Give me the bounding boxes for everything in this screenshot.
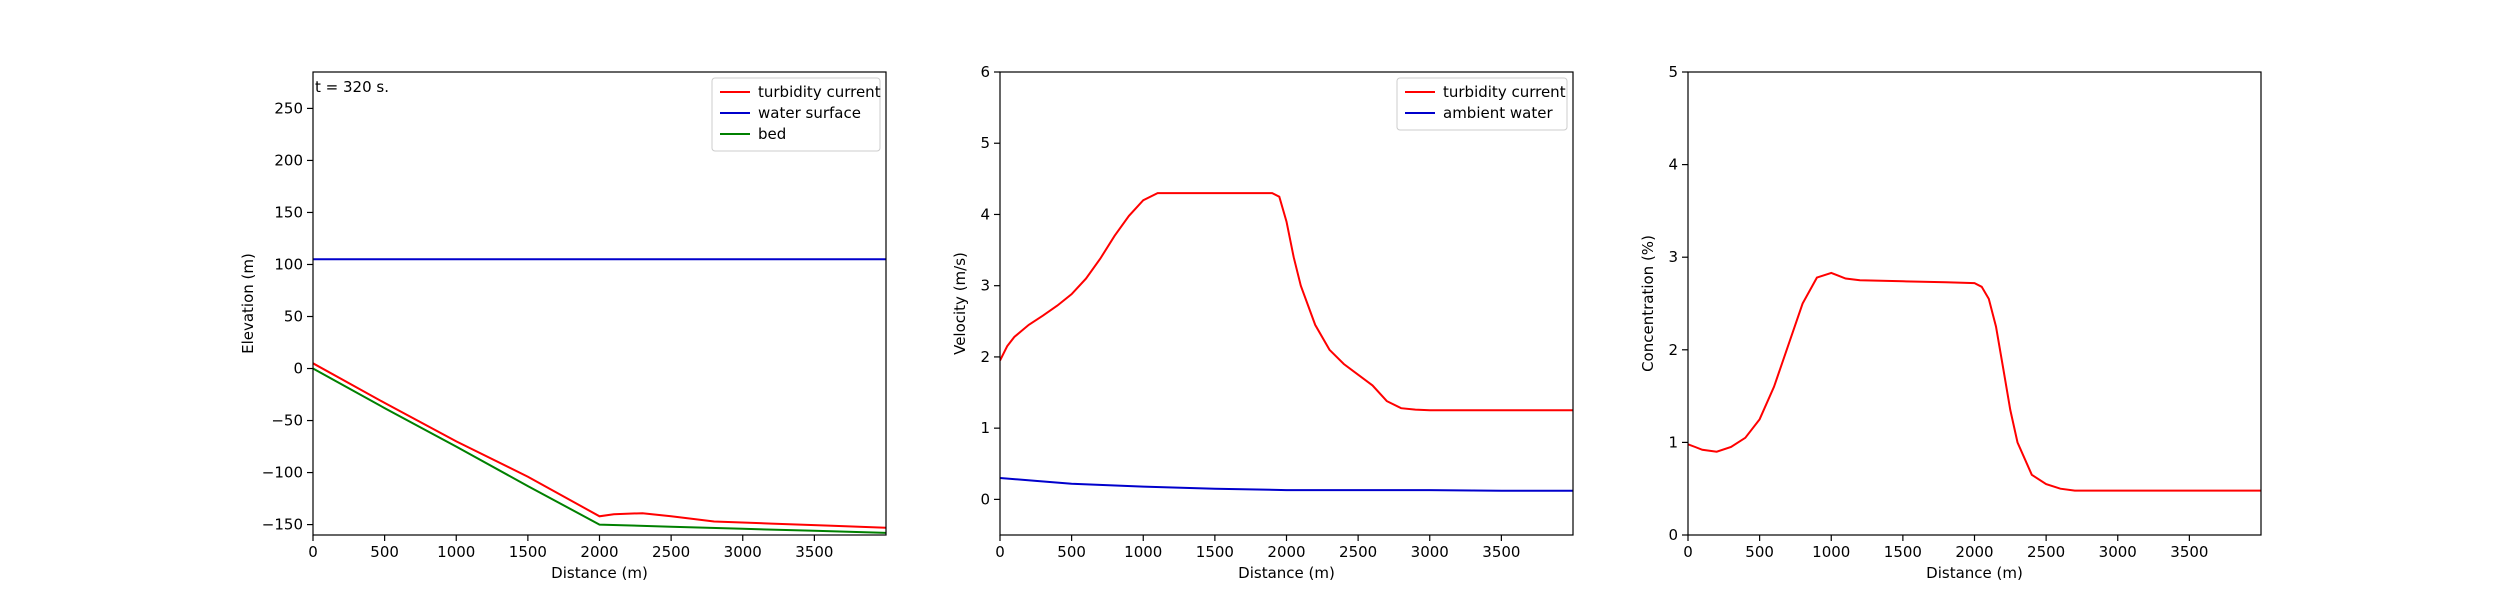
x-tick-label: 500 [1057, 543, 1086, 561]
x-tick-label: 1500 [1196, 543, 1234, 561]
legend-box [1396, 77, 1568, 131]
legend-label: turbidity current [758, 83, 881, 101]
y-tick-label: −150 [262, 516, 303, 534]
series-line-turbidity-current [1000, 192, 1573, 412]
y-tick-label: 6 [980, 63, 990, 81]
x-tick-label: 0 [308, 543, 318, 561]
x-tick-label: 1000 [1812, 543, 1850, 561]
y-tick-label: 3 [1668, 248, 1678, 266]
y-tick-label: 2 [980, 348, 990, 366]
y-tick-label: 50 [284, 308, 303, 326]
legend: turbidity current ambient water [1396, 77, 1568, 131]
x-tick-label: 1000 [437, 543, 475, 561]
legend-label: bed [758, 125, 786, 143]
time-annotation: t = 320 s. [315, 78, 389, 96]
x-tick-label: 500 [370, 543, 399, 561]
legend-label: turbidity current [1443, 83, 1566, 101]
x-tick-label: 3000 [1411, 543, 1449, 561]
x-tick-label: 2500 [2027, 543, 2065, 561]
x-tick-label: 3000 [724, 543, 762, 561]
series-group [1000, 192, 1573, 492]
y-tick-label: 5 [1668, 63, 1678, 81]
y-tick-label: 0 [980, 490, 990, 508]
y-axis-label: Velocity (m/s) [951, 252, 969, 355]
series-line-bed [313, 367, 886, 534]
chart-panel-2: 0 500 1000 1500 2000 2500 3000 3500 0 1 2 3 4 5 6 Dista… [951, 63, 1574, 582]
x-tick-label: 3500 [795, 543, 833, 561]
x-axis-label: Distance (m) [551, 564, 648, 582]
y-tick-label: 250 [274, 99, 303, 117]
y-tick-label: 2 [1668, 341, 1678, 359]
x-tick-label: 2500 [1339, 543, 1377, 561]
y-tick-label: 4 [980, 205, 990, 223]
y-axis-label: Concentration (%) [1639, 235, 1657, 372]
legend-box [711, 77, 881, 152]
x-tick-label: 2000 [580, 543, 618, 561]
chart-panel-3: 0 500 1000 1500 2000 2500 3000 3500 0 1 2 3 4 5 Distan… [1639, 63, 2262, 582]
y-tick-label: 1 [1668, 433, 1678, 451]
x-tick-label: 2500 [652, 543, 690, 561]
x-tick-label: 0 [995, 543, 1005, 561]
y-tick-label: 4 [1668, 156, 1678, 174]
axes-frame [1687, 71, 2262, 536]
x-tick-label: 1500 [509, 543, 547, 561]
x-tick-label: 2000 [1955, 543, 1993, 561]
y-tick-label: −100 [262, 464, 303, 482]
y-tick-label: 100 [274, 255, 303, 273]
y-tick-label: 5 [980, 134, 990, 152]
x-tick-label: 3500 [2170, 543, 2208, 561]
x-tick-label: 1500 [1884, 543, 1922, 561]
series-line-ambient-water [1000, 477, 1573, 492]
y-tick-label: 200 [274, 151, 303, 169]
chart-panel-1: 0 500 1000 1500 2000 2500 3000 3500 −150 −100 −50 0… [239, 71, 887, 582]
y-tick-label: −50 [271, 412, 303, 430]
legend: turbidity current water surface bed [711, 77, 881, 152]
y-axis-label: Elevation (m) [239, 253, 257, 354]
x-tick-label: 3500 [1482, 543, 1520, 561]
x-tick-label: 1000 [1124, 543, 1162, 561]
series-line-turbidity-current [313, 362, 886, 529]
x-tick-label: 0 [1683, 543, 1693, 561]
y-tick-label: 150 [274, 203, 303, 221]
y-tick-label: 0 [293, 360, 303, 378]
x-axis-label: Distance (m) [1238, 564, 1335, 582]
x-tick-label: 3000 [2099, 543, 2137, 561]
series-line-concentration [1688, 271, 2261, 492]
legend-label: ambient water [1443, 104, 1553, 122]
y-tick-label: 3 [980, 277, 990, 295]
y-tick-label: 0 [1668, 526, 1678, 544]
x-axis-label: Distance (m) [1926, 564, 2023, 582]
axes-frame [999, 71, 1574, 536]
y-tick-label: 1 [980, 419, 990, 437]
x-tick-label: 2000 [1267, 543, 1305, 561]
series-group [1688, 271, 2261, 492]
x-tick-label: 500 [1745, 543, 1774, 561]
legend-label: water surface [758, 104, 861, 122]
series-group [313, 258, 886, 534]
